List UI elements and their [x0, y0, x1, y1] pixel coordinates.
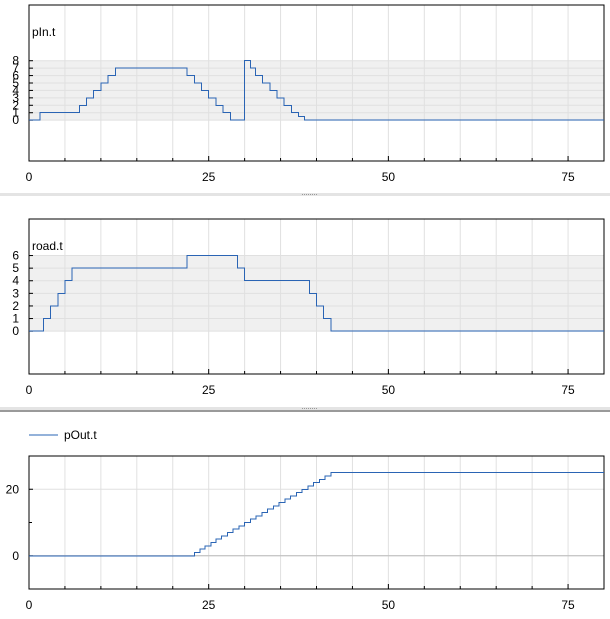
- series-line-1: [29, 472, 604, 557]
- grip-dot: [308, 194, 309, 195]
- grip-dot: [306, 408, 307, 409]
- y-tick-label: 0: [12, 324, 19, 338]
- x-tick-label: 0: [26, 170, 33, 184]
- legend: road.t: [32, 239, 63, 253]
- y-tick-label: 3: [12, 286, 19, 300]
- x-tick-label: 75: [561, 170, 575, 184]
- y-tick-label: 0: [12, 549, 19, 563]
- x-tick-label: 50: [382, 383, 396, 397]
- grip-dot: [310, 408, 311, 409]
- grip-dot: [304, 408, 305, 409]
- y-tick-label: 5: [12, 76, 19, 90]
- y-tick-label: 4: [12, 274, 19, 288]
- y-tick-label: 4: [12, 83, 19, 97]
- y-tick-label: 1: [12, 312, 19, 326]
- x-tick-label: 50: [382, 598, 396, 612]
- legend-label: pOut.t: [64, 428, 97, 442]
- y-tick-label: 2: [12, 299, 19, 313]
- grip-dot: [316, 194, 317, 195]
- resize-grip: [302, 194, 317, 195]
- y-tick-label: 7: [12, 61, 19, 75]
- y-tick-label: 2: [12, 98, 19, 112]
- legend: pIn.t: [32, 25, 56, 39]
- y-tick-label: 6: [12, 249, 19, 263]
- grip-dot: [312, 194, 313, 195]
- y-tick-label: 3: [12, 91, 19, 105]
- panel-separator: [0, 410, 610, 412]
- series-line-1: [29, 255, 604, 332]
- x-tick-label: 75: [561, 598, 575, 612]
- grip-dot: [310, 194, 311, 195]
- series-line-1: [29, 60, 604, 121]
- grip-dot: [316, 408, 317, 409]
- x-tick-label: 25: [202, 170, 216, 184]
- y-tick-label: 0: [12, 113, 19, 127]
- grip-dot: [306, 194, 307, 195]
- grip-dot: [312, 408, 313, 409]
- plot-frame: [28, 455, 605, 590]
- x-tick-label: 25: [202, 383, 216, 397]
- y-tick-label: 5: [12, 261, 19, 275]
- grip-dot: [302, 194, 303, 195]
- grip-dot: [314, 194, 315, 195]
- resize-grip: [302, 408, 317, 409]
- legend-label: pIn.t: [32, 25, 56, 39]
- y-tick-label: 20: [6, 482, 20, 496]
- x-tick-label: 0: [26, 383, 33, 397]
- grip-dot: [302, 408, 303, 409]
- y-tick-label: 6: [12, 69, 19, 83]
- plot-frame: [28, 218, 605, 375]
- y-tick-label: 1: [12, 106, 19, 120]
- chart-panel-3: pOut.t 0 20 0 25 50 75: [6, 428, 605, 612]
- y-tick-label: 8: [12, 54, 19, 68]
- legend: pOut.t: [29, 428, 97, 442]
- legend-label: road.t: [32, 239, 63, 253]
- x-tick-label: 0: [26, 598, 33, 612]
- x-tick-label: 25: [202, 598, 216, 612]
- plot-frame: [28, 4, 605, 162]
- x-tick-label: 75: [561, 383, 575, 397]
- grip-dot: [308, 408, 309, 409]
- grip-dot: [304, 194, 305, 195]
- x-tick-label: 50: [382, 170, 396, 184]
- grip-dot: [314, 408, 315, 409]
